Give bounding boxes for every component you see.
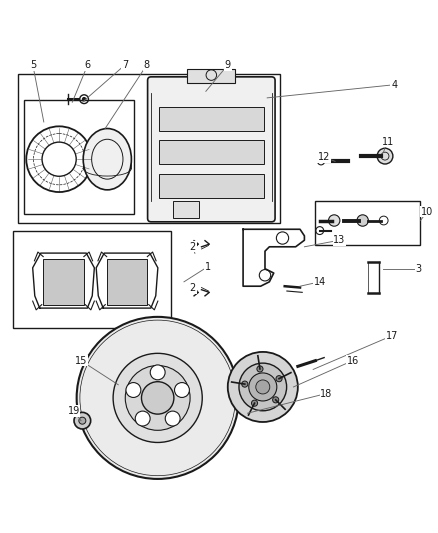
Bar: [159, 174, 264, 198]
Circle shape: [242, 381, 248, 387]
Text: 9: 9: [225, 60, 231, 70]
Circle shape: [357, 215, 368, 226]
Circle shape: [377, 148, 393, 164]
Bar: [159, 107, 264, 131]
Circle shape: [82, 98, 86, 101]
Text: 19: 19: [67, 406, 80, 416]
Circle shape: [150, 365, 165, 380]
Circle shape: [141, 382, 174, 414]
Text: 11: 11: [381, 136, 394, 147]
Circle shape: [276, 376, 282, 382]
Text: 2: 2: [190, 284, 196, 293]
Circle shape: [126, 383, 141, 398]
Circle shape: [165, 411, 180, 426]
Text: 16: 16: [346, 356, 359, 366]
Bar: [13, 231, 171, 328]
Circle shape: [174, 383, 189, 398]
Text: 10: 10: [421, 207, 433, 217]
Circle shape: [249, 373, 277, 401]
Text: 3: 3: [415, 264, 421, 273]
Text: 1: 1: [205, 262, 211, 271]
Bar: [159, 140, 264, 165]
Circle shape: [228, 352, 298, 422]
Bar: [24, 100, 134, 214]
Circle shape: [257, 366, 263, 372]
Circle shape: [251, 400, 258, 406]
Text: 17: 17: [386, 330, 398, 341]
Circle shape: [74, 413, 91, 429]
Circle shape: [77, 317, 239, 479]
Circle shape: [113, 353, 202, 442]
Text: 15: 15: [75, 356, 87, 366]
Text: 2: 2: [190, 242, 196, 252]
Text: 6: 6: [85, 60, 91, 70]
Text: 12: 12: [318, 152, 330, 162]
Circle shape: [79, 417, 86, 424]
Bar: [187, 69, 236, 83]
Text: 7: 7: [122, 60, 128, 70]
Ellipse shape: [83, 128, 131, 190]
Bar: [43, 259, 84, 304]
Text: 4: 4: [391, 80, 397, 90]
FancyBboxPatch shape: [148, 77, 275, 222]
Bar: [315, 201, 420, 245]
Text: 8: 8: [144, 60, 150, 70]
Circle shape: [125, 366, 190, 430]
Bar: [18, 74, 280, 223]
Circle shape: [135, 411, 150, 426]
Circle shape: [239, 363, 286, 411]
Bar: [173, 201, 199, 219]
Circle shape: [272, 397, 279, 403]
Circle shape: [328, 215, 340, 226]
Text: 5: 5: [30, 60, 36, 70]
Text: 18: 18: [320, 389, 332, 399]
Bar: [107, 259, 147, 304]
Text: 13: 13: [333, 235, 346, 245]
Text: 14: 14: [314, 277, 326, 287]
Circle shape: [256, 380, 270, 394]
